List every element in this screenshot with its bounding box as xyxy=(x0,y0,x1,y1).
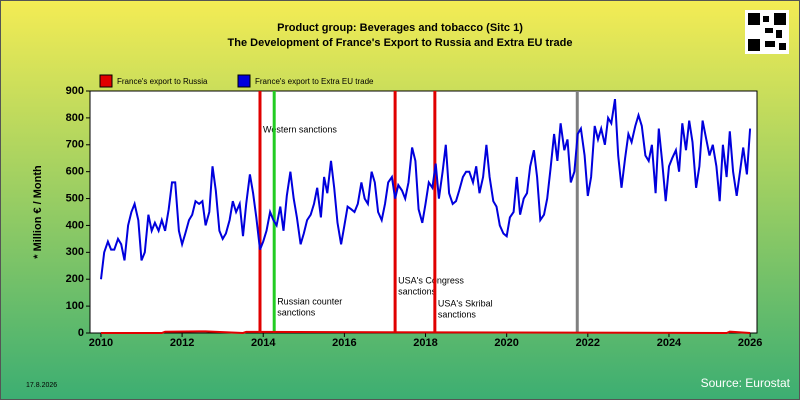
y-tick-label: 200 xyxy=(66,273,84,285)
event-label: Western sanctions xyxy=(263,124,337,134)
line-series xyxy=(101,330,751,335)
x-tick-label: 2026 xyxy=(738,337,762,349)
event-label: USA's Congress xyxy=(398,275,464,285)
x-tick-label: 2024 xyxy=(657,337,682,349)
x-tick-label: 2020 xyxy=(494,337,518,349)
y-tick-label: 900 xyxy=(66,85,84,97)
legend-swatch xyxy=(237,74,251,88)
qr-code xyxy=(745,10,789,54)
x-tick-label: 2018 xyxy=(413,337,437,349)
x-tick-label: 2014 xyxy=(251,337,276,349)
source-label: Source: Eurostat xyxy=(701,376,791,390)
legend-label: France's export to Russia xyxy=(117,77,208,86)
legend-label: France's export to Extra EU trade xyxy=(255,77,374,86)
event-label: USA's Skribal xyxy=(438,298,493,308)
event-label: sanctions xyxy=(277,307,316,317)
y-tick-label: 300 xyxy=(66,246,84,258)
y-tick-label: 500 xyxy=(66,192,84,204)
y-tick-label: 700 xyxy=(66,139,84,151)
x-tick-label: 2022 xyxy=(576,337,600,349)
event-label: Russian counter xyxy=(277,296,342,306)
x-tick-label: 2010 xyxy=(89,337,113,349)
chart-title: Product group: Beverages and tobacco (Si… xyxy=(277,22,523,34)
y-tick-label: 100 xyxy=(66,300,84,312)
y-axis-label: * Million € / Month xyxy=(32,165,44,259)
chart-subtitle: The Development of France's Export to Ru… xyxy=(228,37,573,49)
legend-swatch xyxy=(99,74,113,88)
line-series xyxy=(100,98,752,280)
y-tick-label: 0 xyxy=(78,327,84,339)
event-label: sanctions xyxy=(398,286,437,296)
x-tick-label: 2016 xyxy=(332,337,356,349)
date-label: 17.8.2026 xyxy=(26,382,57,389)
y-tick-label: 600 xyxy=(66,166,84,178)
x-tick-label: 2012 xyxy=(170,337,194,349)
y-tick-label: 800 xyxy=(66,112,84,124)
event-label: sanctions xyxy=(438,309,477,319)
y-tick-label: 400 xyxy=(66,219,84,231)
